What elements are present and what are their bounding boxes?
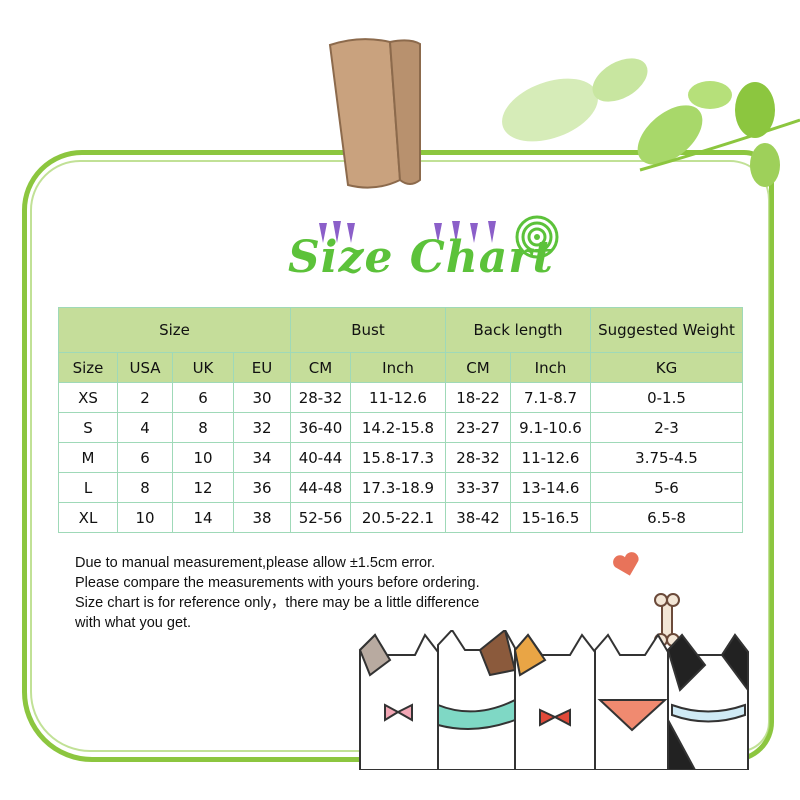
table-cell: L <box>58 472 118 503</box>
table-cell: 4 <box>117 412 173 443</box>
table-cell: XS <box>58 382 118 413</box>
table-cell: M <box>58 442 118 473</box>
table-cell: 10 <box>172 442 234 473</box>
table-cell: 13-14.6 <box>510 472 591 503</box>
table-cell: 6 <box>172 382 234 413</box>
table-cell: 6.5-8 <box>590 502 743 533</box>
heart-icon <box>613 552 639 576</box>
size-table: Size Bust Back length Suggested Weight S… <box>58 307 743 533</box>
table-row: XL 10 14 38 52-56 20.5-22.1 38-42 15-16.5 6.5-8 <box>58 502 743 533</box>
table-cell: 17.3-18.9 <box>350 472 446 503</box>
leaves-icon <box>502 58 800 187</box>
table-cell: 20.5-22.1 <box>350 502 446 533</box>
table-cell: 28-32 <box>445 442 511 473</box>
table-cell: 36 <box>233 472 291 503</box>
table-cell: 30 <box>233 382 291 413</box>
note-line: Due to manual measurement,please allow ±… <box>75 555 436 571</box>
table-cell: 6 <box>117 442 173 473</box>
table-cell: XL <box>58 502 118 533</box>
table-cell: 36-40 <box>290 412 351 443</box>
sub-header-cell: USA <box>117 352 173 383</box>
sub-header-cell: Size <box>58 352 118 383</box>
note-line: with what you get. <box>75 615 192 631</box>
table-cell: 44-48 <box>290 472 351 503</box>
table-cell: 40-44 <box>290 442 351 473</box>
sub-header-cell: CM <box>290 352 351 383</box>
group-header-row: Size Bust Back length Suggested Weight <box>58 307 743 353</box>
sub-header-cell: UK <box>172 352 234 383</box>
table-cell: 8 <box>172 412 234 443</box>
table-cell: 8 <box>117 472 173 503</box>
table-cell: 28-32 <box>290 382 351 413</box>
table-cell: 11-12.6 <box>510 442 591 473</box>
table-cell: S <box>58 412 118 443</box>
sub-header-cell: Inch <box>510 352 591 383</box>
table-body: XS 2 6 30 28-32 11-12.6 18-22 7.1-8.7 0-1.5 S 4 8 32… <box>58 382 743 533</box>
hearts-left-icon <box>319 221 355 243</box>
page-title: Size Chart <box>288 232 554 283</box>
table-row: XS 2 6 30 28-32 11-12.6 18-22 7.1-8.7 0-1.5 <box>58 382 743 413</box>
cat-icon <box>358 633 439 770</box>
table-cell: 5-6 <box>590 472 743 503</box>
cats-illustration <box>358 630 749 770</box>
table-cell: 0-1.5 <box>590 382 743 413</box>
table-cell: 10 <box>117 502 173 533</box>
spiral-icon <box>515 215 559 259</box>
table-cell: 34 <box>233 442 291 473</box>
sub-header-row: Size USA UK EU CM Inch CM Inch KG <box>58 352 743 383</box>
group-header-bust: Bust <box>290 307 446 353</box>
table-cell: 3.75-4.5 <box>590 442 743 473</box>
table-row: M 6 10 34 40-44 15.8-17.3 28-32 11-12.6 3.75-4.5 <box>58 442 743 473</box>
table-cell: 15-16.5 <box>510 502 591 533</box>
cat-icon <box>513 633 596 770</box>
table-cell: 14.2-15.8 <box>350 412 446 443</box>
table-cell: 7.1-8.7 <box>510 382 591 413</box>
table-cell: 18-22 <box>445 382 511 413</box>
table-cell: 38-42 <box>445 502 511 533</box>
sub-header-cell: EU <box>233 352 291 383</box>
hearts-right-icon <box>434 221 496 243</box>
table-cell: 23-27 <box>445 412 511 443</box>
table-cell: 33-37 <box>445 472 511 503</box>
table-cell: 2-3 <box>590 412 743 443</box>
cat-icon <box>666 633 749 770</box>
sub-header-cell: CM <box>445 352 511 383</box>
table-cell: 15.8-17.3 <box>350 442 446 473</box>
cat-icon <box>594 633 669 770</box>
sub-header-cell: KG <box>590 352 743 383</box>
group-header-weight: Suggested Weight <box>590 307 743 353</box>
group-header-back-length: Back length <box>445 307 591 353</box>
table-row: L 8 12 36 44-48 17.3-18.9 33-37 13-14.6 5-6 <box>58 472 743 503</box>
note-line: Size chart is for reference only，there m… <box>75 595 480 611</box>
table-cell: 2 <box>117 382 173 413</box>
table-cell: 38 <box>233 502 291 533</box>
note-line: Please compare the measurements with you… <box>75 575 480 591</box>
table-cell: 11-12.6 <box>350 382 446 413</box>
table-cell: 52-56 <box>290 502 351 533</box>
table-row: S 4 8 32 36-40 14.2-15.8 23-27 9.1-10.6 2-3 <box>58 412 743 443</box>
table-cell: 32 <box>233 412 291 443</box>
notes: Due to manual measurement,please allow ±… <box>75 553 480 633</box>
table-cell: 12 <box>172 472 234 503</box>
cat-icon <box>437 630 517 770</box>
sub-header-cell: Inch <box>350 352 446 383</box>
table-cell: 14 <box>172 502 234 533</box>
table-cell: 9.1-10.6 <box>510 412 591 443</box>
clothespin-icon <box>328 38 421 189</box>
group-header-size: Size <box>58 307 291 353</box>
